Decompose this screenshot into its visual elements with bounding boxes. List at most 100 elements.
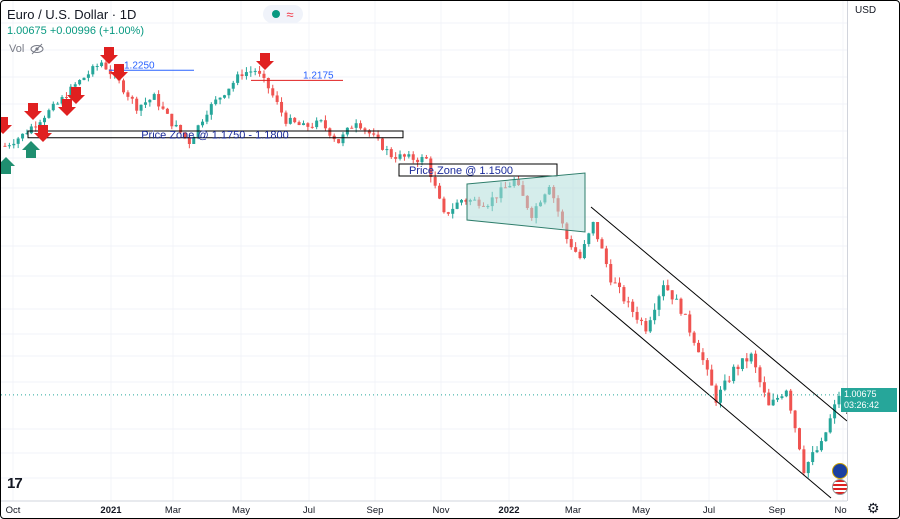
candle [288,117,292,124]
candle [718,389,722,403]
volume-label: Vol [9,43,25,55]
candle [740,358,744,370]
candle [420,157,424,163]
candle [657,296,661,310]
candle [618,282,622,288]
candle [209,104,213,115]
buy-arrow-icon [1,157,15,174]
x-tick-label: Nov [433,505,450,516]
volume-legend[interactable]: Vol [9,43,44,55]
candle [688,314,692,333]
candle [51,103,55,111]
candle [802,449,806,474]
x-tick-label: Nov [835,505,847,516]
candle [587,233,591,245]
candle [596,222,600,240]
candle [266,77,270,89]
price-chart[interactable]: 1.260001.240001.220001.200001.180001.160… [1,1,847,519]
candle [455,202,459,209]
candle [284,112,288,124]
candle [565,223,569,240]
candle [828,418,832,433]
price-zone-upper-label: Price Zone @ 1.1750 - 1.1800 [141,129,289,141]
price-axis[interactable] [847,1,899,501]
candle [218,97,222,100]
price-zone-lower [398,163,558,177]
candle [301,123,305,126]
candle [815,450,819,453]
candle [758,367,762,383]
x-tick-label: 2022 [498,505,519,516]
candle [43,117,47,123]
candle [837,395,841,405]
candle [12,143,16,146]
candle [165,108,169,114]
candle [661,285,665,297]
candle [438,185,442,199]
countdown-label: 03:26:42 [844,400,880,410]
candle [666,285,670,291]
candle [797,428,801,450]
candle [258,70,262,74]
candle [806,462,810,474]
candle [139,104,143,111]
candle [784,390,788,397]
candle [727,380,731,382]
eu-flag-icon [832,463,848,479]
candle [402,154,406,157]
candle [337,139,341,144]
candle [692,332,696,343]
symbol-header[interactable]: Euro / U.S. Dollar · 1D [7,7,136,22]
candle [183,132,187,138]
candle [591,222,595,234]
candle [174,124,178,127]
candle [749,353,753,362]
candle [201,121,205,126]
candle [754,353,758,368]
gear-icon[interactable]: ⚙ [867,500,880,516]
candle [446,212,450,214]
quote-line: 1.00675 +0.00996 (+1.00%) [7,25,145,37]
tradingview-logo-icon[interactable]: 17 [7,475,23,492]
candle [29,126,33,134]
channel-lower-line [590,294,832,499]
candle [372,133,376,135]
candle [771,399,775,406]
candle [569,239,573,248]
candle [367,130,371,134]
eye-slash-icon[interactable] [30,43,44,55]
candle [34,126,38,128]
candle [64,97,68,99]
candle [732,366,736,382]
candle [679,298,683,314]
candle [701,352,705,361]
candle [626,301,630,303]
candle [187,137,191,144]
candle [135,98,139,111]
candle [236,74,240,83]
candle [262,73,266,78]
candle [122,80,126,93]
candle [767,392,771,406]
candle [745,358,749,362]
candle [424,157,428,159]
candle [380,138,384,150]
candle [78,80,82,85]
candle [56,103,60,105]
candle [214,99,218,105]
candle [363,128,367,131]
currency-label[interactable]: USD [855,5,877,16]
candle [227,88,231,96]
candle [648,320,652,332]
candle [323,120,327,129]
status-pill[interactable]: ≈ [263,5,303,23]
candle [776,397,780,400]
candle [811,452,815,463]
candle [319,120,323,122]
candle [578,251,582,259]
candle [635,311,639,320]
x-tick-label: Sep [769,505,786,516]
sell-arrow-icon [1,117,12,134]
candle [451,208,455,214]
